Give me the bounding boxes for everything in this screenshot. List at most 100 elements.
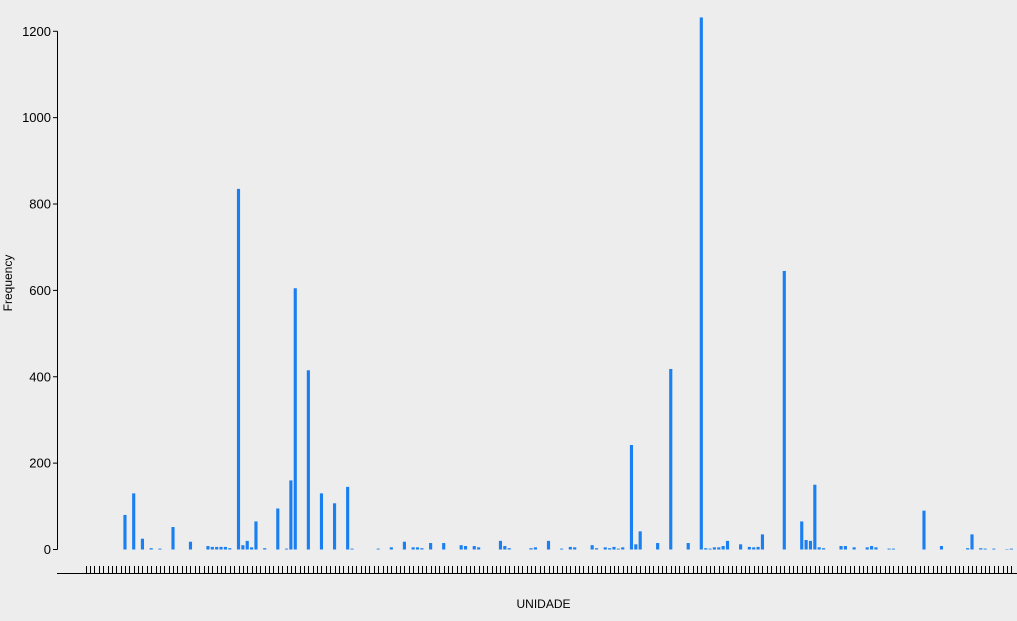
bar xyxy=(892,549,895,550)
bar xyxy=(612,547,615,550)
bar xyxy=(739,544,742,549)
bar xyxy=(573,547,576,549)
bar xyxy=(940,546,943,549)
bar xyxy=(416,547,419,549)
bar xyxy=(307,370,310,549)
bar xyxy=(617,549,620,550)
bar xyxy=(844,546,847,549)
bar xyxy=(215,547,218,550)
bar xyxy=(219,547,222,550)
bar xyxy=(979,548,982,549)
bar xyxy=(141,539,144,550)
bar xyxy=(839,546,842,549)
bar xyxy=(761,534,764,549)
bar xyxy=(595,548,598,549)
bar xyxy=(669,369,672,550)
bar xyxy=(442,543,445,549)
bar xyxy=(748,547,751,550)
bar xyxy=(984,549,987,550)
bar xyxy=(333,503,336,549)
bar xyxy=(722,546,725,549)
bar xyxy=(158,549,161,550)
bar xyxy=(499,541,502,550)
bar xyxy=(263,548,266,549)
y-tick-label: 200 xyxy=(29,456,51,471)
bar xyxy=(708,549,711,550)
bar xyxy=(390,547,393,549)
bar xyxy=(529,548,532,549)
bar xyxy=(346,487,349,550)
bar xyxy=(320,493,323,549)
bar xyxy=(473,546,476,549)
bar xyxy=(966,548,969,549)
bar xyxy=(241,545,244,549)
bar xyxy=(809,541,812,550)
bar xyxy=(254,521,257,549)
bar xyxy=(604,547,607,549)
bar xyxy=(630,445,633,550)
bar xyxy=(171,527,174,549)
bar xyxy=(246,541,249,550)
bar xyxy=(591,545,594,549)
bar xyxy=(800,521,803,549)
y-tick-label: 0 xyxy=(44,542,51,557)
bar xyxy=(224,547,227,550)
bar xyxy=(377,549,380,550)
bar xyxy=(656,543,659,549)
x-axis-label: UNIDADE xyxy=(0,597,1017,611)
bar xyxy=(870,546,873,549)
bar xyxy=(412,547,415,549)
bar xyxy=(206,546,209,549)
bar xyxy=(123,515,126,550)
bar xyxy=(547,541,550,550)
bar xyxy=(429,543,432,549)
bar xyxy=(420,548,423,549)
bar xyxy=(460,545,463,549)
bar xyxy=(477,547,480,549)
bar xyxy=(822,548,825,549)
bar xyxy=(887,549,890,550)
y-axis-label: Frequency xyxy=(1,253,15,313)
bar xyxy=(285,549,288,550)
bar xyxy=(992,549,995,550)
bar xyxy=(189,542,192,550)
bar xyxy=(294,288,297,549)
bar xyxy=(250,547,253,549)
x-axis xyxy=(57,566,1017,574)
bar xyxy=(813,485,816,550)
bar xyxy=(874,547,877,549)
bar xyxy=(621,547,624,549)
bar xyxy=(634,544,637,549)
y-tick-label: 400 xyxy=(29,369,51,384)
bars xyxy=(123,17,1012,549)
bar xyxy=(783,271,786,550)
bar xyxy=(228,548,231,549)
bar xyxy=(503,546,506,549)
bar xyxy=(687,543,690,549)
bar xyxy=(289,480,292,549)
y-tick-label: 600 xyxy=(29,283,51,298)
bar xyxy=(150,548,153,549)
bar xyxy=(805,540,808,550)
bar xyxy=(211,547,214,550)
bar xyxy=(350,549,353,550)
bar xyxy=(752,547,755,549)
bar xyxy=(403,542,406,550)
bar xyxy=(560,549,563,550)
y-tick-label: 800 xyxy=(29,197,51,212)
bar xyxy=(276,508,279,549)
bar xyxy=(534,547,537,549)
bar xyxy=(726,541,729,550)
bar xyxy=(922,511,925,550)
bar xyxy=(608,548,611,549)
bar xyxy=(853,547,856,549)
bar xyxy=(508,548,511,549)
bar xyxy=(704,548,707,549)
bar xyxy=(818,547,821,549)
bar xyxy=(970,534,973,549)
bar xyxy=(713,547,716,549)
bar xyxy=(700,17,703,549)
